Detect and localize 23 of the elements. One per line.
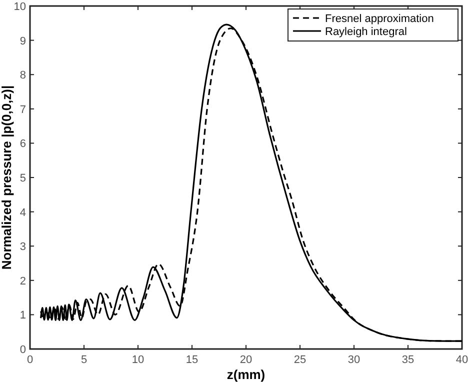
y-tick-label: 0: [20, 344, 26, 356]
y-tick-label: 1: [20, 310, 26, 322]
y-tick-label: 2: [20, 275, 26, 288]
y-tick-label: 5: [20, 172, 26, 184]
x-tick-label: 30: [348, 354, 360, 366]
x-axis-title: z(mm): [226, 367, 266, 382]
x-tick-label: 35: [402, 354, 414, 366]
y-tick-label: 4: [20, 206, 26, 219]
x-tick-label: 10: [132, 354, 144, 366]
legend-label: Rayleigh integral: [325, 26, 407, 38]
x-tick-label: 15: [186, 354, 198, 366]
x-tick-label: 40: [456, 354, 468, 366]
legend-label: Fresnel approximation: [325, 13, 434, 25]
y-tick-label: 9: [20, 35, 26, 48]
y-tick-label: 6: [20, 138, 26, 150]
y-tick-label: 10: [14, 1, 26, 13]
y-tick-label: 3: [20, 241, 26, 254]
y-axis-title: Normalized pressure |p(0,0,z)|: [0, 85, 14, 270]
x-tick-label: 5: [80, 354, 88, 366]
x-tick-label: 20: [240, 354, 252, 366]
y-tick-label: 7: [20, 104, 26, 116]
y-tick-label: 8: [20, 70, 26, 82]
x-tick-label: 25: [294, 354, 306, 366]
